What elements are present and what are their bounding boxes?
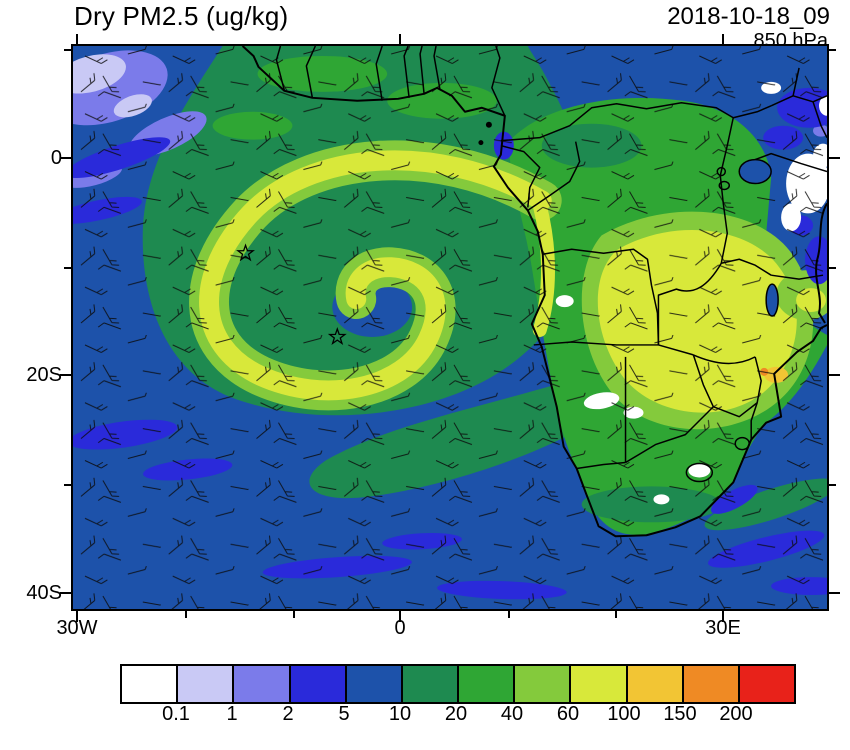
colorbar-label-2: 2 xyxy=(282,703,294,725)
colorbar-label-8: 100 xyxy=(607,703,641,725)
colorbar-cell-4 xyxy=(344,666,401,702)
axis-tick xyxy=(829,267,836,269)
colorbar-cell-11 xyxy=(737,666,795,702)
colorbar-cell-9 xyxy=(625,666,682,702)
axis-tick xyxy=(829,484,836,486)
colorbar-label-5: 20 xyxy=(444,703,468,725)
y-tick-20s: 20S xyxy=(26,364,62,386)
colorbar-label-1: 1 xyxy=(226,703,238,725)
y-tick-0: 0 xyxy=(50,147,62,169)
colorbar-labels: 0.1 1 2 5 10 20 40 60 100 150 200 xyxy=(120,703,796,729)
axis-tick xyxy=(829,49,836,51)
axis-tick xyxy=(399,611,401,622)
axis-tick xyxy=(508,611,510,618)
axis-tick xyxy=(722,34,724,44)
axis-tick xyxy=(829,157,840,159)
colorbar-cell-3 xyxy=(288,666,345,702)
colorbar-cell-10 xyxy=(681,666,738,702)
lake-malawi xyxy=(765,283,779,317)
wind-barbs-overlay xyxy=(73,46,827,609)
axis-tick xyxy=(76,611,78,622)
colorbar-cell-7 xyxy=(513,666,570,702)
axis-tick xyxy=(76,34,78,44)
colorbar-cell-2 xyxy=(232,666,289,702)
axis-tick xyxy=(185,611,187,618)
island-dots xyxy=(478,121,492,146)
x-tick-30w: 30W xyxy=(56,617,98,639)
colorbar-cell-8 xyxy=(569,666,626,702)
axis-tick xyxy=(293,611,295,618)
colorbar-label-9: 150 xyxy=(663,703,697,725)
axis-tick xyxy=(60,374,71,376)
axis-tick xyxy=(722,611,724,622)
axis-tick xyxy=(64,267,71,269)
page-title: Dry PM2.5 (ug/kg) xyxy=(74,1,289,31)
colorbar-label-4: 10 xyxy=(388,703,412,725)
lake-victoria xyxy=(738,158,772,185)
country-borders xyxy=(275,46,827,483)
axis-tick xyxy=(615,611,617,618)
colorbar-cell-6 xyxy=(457,666,514,702)
axis-tick xyxy=(60,592,71,594)
axis-tick xyxy=(64,49,71,51)
axis-tick xyxy=(829,592,840,594)
lakes xyxy=(738,158,779,317)
colorbar-label-0: 0.1 xyxy=(162,703,190,725)
colorbar xyxy=(120,664,796,704)
y-tick-40s: 40S xyxy=(26,582,62,604)
colorbar-label-7: 60 xyxy=(556,703,580,725)
axis-tick xyxy=(829,374,840,376)
coastlines xyxy=(241,46,827,538)
axis-tick xyxy=(64,484,71,486)
map-plot-frame xyxy=(71,44,829,611)
colorbar-cell-0 xyxy=(122,666,177,702)
star-marker-west xyxy=(236,243,256,262)
colorbar-label-6: 40 xyxy=(500,703,524,725)
axis-tick xyxy=(399,34,401,44)
star-marker-central xyxy=(327,327,347,346)
colorbar-cell-1 xyxy=(176,666,233,702)
datetime-label: 2018-10-18_09 xyxy=(667,3,830,30)
colorbar-cell-5 xyxy=(400,666,458,702)
x-tick-0: 0 xyxy=(394,617,406,639)
colorbar-label-10: 200 xyxy=(719,703,753,725)
colorbar-cells xyxy=(122,666,795,702)
pm25-field-map xyxy=(73,46,827,609)
axis-tick xyxy=(60,157,71,159)
colorbar-label-3: 5 xyxy=(338,703,350,725)
x-tick-30e: 30E xyxy=(705,617,741,639)
